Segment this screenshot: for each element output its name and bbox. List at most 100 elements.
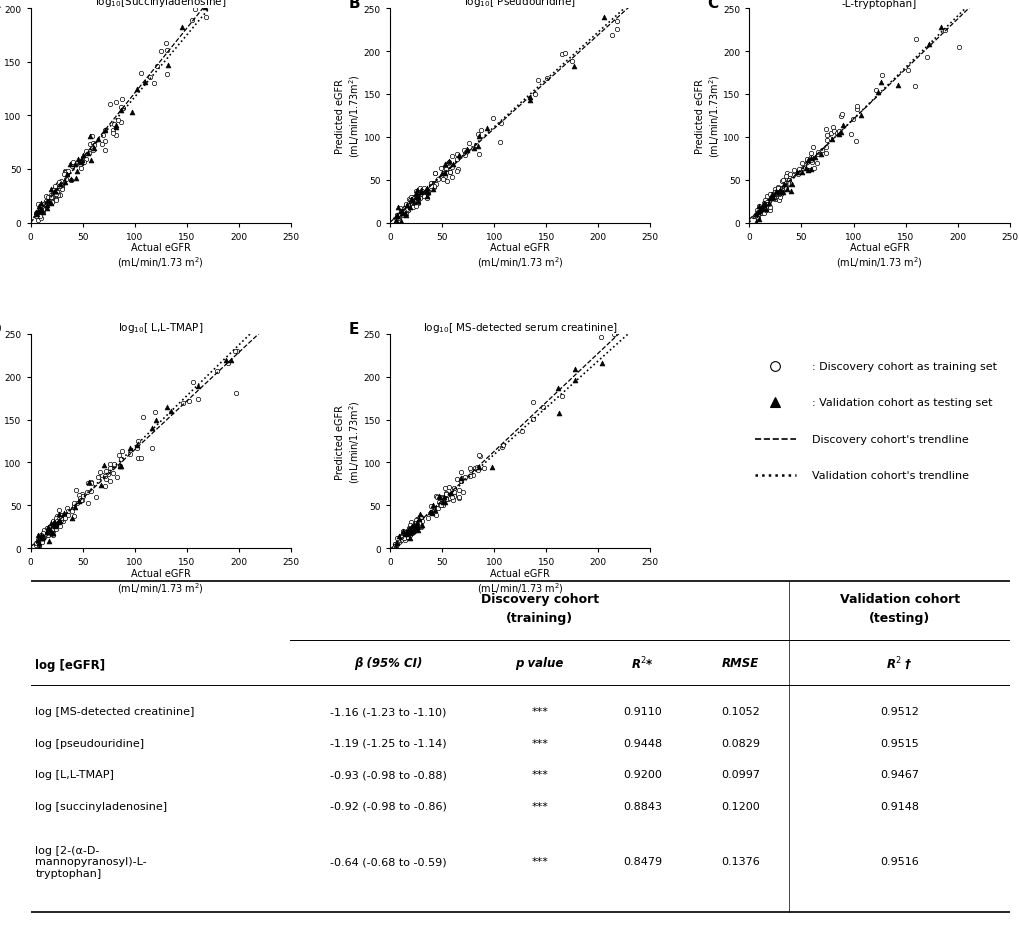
Point — [403, 522, 419, 536]
Point — [448, 148, 465, 162]
Point — [397, 199, 414, 213]
Text: -1.19 (-1.25 to -1.14): -1.19 (-1.25 to -1.14) — [329, 738, 446, 748]
Point — [48, 193, 64, 208]
Point — [387, 537, 404, 552]
Point — [46, 516, 62, 531]
Point — [553, 47, 570, 62]
Point — [445, 489, 462, 504]
Point — [799, 163, 815, 178]
Point — [174, 396, 191, 411]
Point — [767, 186, 784, 200]
Point — [411, 512, 427, 527]
Point — [408, 516, 424, 531]
Point — [426, 181, 442, 196]
Point — [394, 205, 411, 220]
Text: -0.64 (-0.68 to -0.59): -0.64 (-0.68 to -0.59) — [329, 857, 446, 867]
Point — [494, 440, 511, 455]
Point — [462, 460, 478, 475]
Point — [436, 481, 452, 496]
Point — [761, 200, 777, 215]
Point — [85, 136, 101, 151]
Point — [153, 45, 169, 59]
Point — [410, 196, 426, 211]
Point — [419, 186, 435, 200]
Point — [112, 458, 128, 473]
Point — [93, 478, 109, 493]
Point — [47, 181, 63, 196]
Point — [828, 126, 845, 141]
Text: log [eGFR]: log [eGFR] — [36, 658, 106, 671]
Point — [41, 526, 57, 541]
Point — [33, 528, 49, 543]
Point — [605, 328, 622, 342]
Point — [920, 38, 936, 53]
Point — [816, 122, 833, 137]
Text: p value: p value — [515, 656, 564, 669]
Point — [39, 524, 55, 539]
Point — [435, 494, 451, 509]
Point — [413, 185, 429, 200]
Point — [227, 386, 244, 401]
Point — [491, 135, 507, 150]
Point — [47, 519, 63, 534]
Point — [44, 522, 60, 537]
Point — [30, 213, 46, 228]
Point — [748, 204, 764, 219]
Point — [395, 207, 412, 222]
Point — [873, 68, 890, 83]
Point — [400, 192, 417, 207]
Point — [401, 193, 418, 208]
Point — [438, 174, 454, 189]
Point — [522, 94, 538, 109]
Point — [435, 162, 451, 177]
Point — [416, 182, 432, 197]
X-axis label: Actual eGFR
(mL/min/1.73 m$^2$): Actual eGFR (mL/min/1.73 m$^2$) — [836, 243, 922, 270]
Point — [50, 188, 66, 203]
Point — [97, 123, 113, 138]
Point — [427, 489, 443, 504]
Point — [889, 78, 905, 93]
Point — [34, 533, 50, 548]
Point — [761, 191, 777, 206]
Point — [160, 58, 176, 73]
Point — [36, 204, 52, 219]
Text: (training): (training) — [505, 612, 573, 625]
Point — [514, 424, 530, 439]
Point — [392, 531, 409, 546]
Point — [412, 516, 428, 531]
Point — [403, 196, 419, 211]
Point — [41, 190, 57, 205]
Point — [767, 184, 784, 199]
Point — [47, 189, 63, 204]
Point — [401, 525, 418, 540]
Point — [549, 380, 566, 395]
Point — [450, 491, 467, 506]
Point — [425, 178, 441, 193]
Point — [34, 199, 50, 213]
Point — [409, 522, 425, 537]
Point — [395, 206, 412, 221]
Point — [34, 529, 50, 544]
Point — [847, 134, 863, 148]
Point — [399, 527, 416, 542]
Text: -0.92 (-0.98 to -0.86): -0.92 (-0.98 to -0.86) — [329, 801, 446, 811]
Point — [51, 518, 67, 533]
Text: 0.0829: 0.0829 — [720, 738, 759, 748]
Point — [54, 509, 70, 523]
Point — [411, 513, 427, 528]
Point — [44, 522, 60, 537]
Point — [28, 538, 44, 553]
Text: RMSE: RMSE — [721, 656, 758, 669]
Point — [433, 490, 449, 505]
Point — [48, 522, 64, 537]
Text: 0.9110: 0.9110 — [623, 707, 661, 716]
Point — [768, 191, 785, 206]
Point — [198, 10, 214, 25]
Point — [128, 439, 145, 454]
Point — [85, 143, 101, 158]
Point — [429, 501, 445, 516]
Text: log [MS-detected creatinine]: log [MS-detected creatinine] — [36, 707, 195, 716]
Point — [412, 507, 428, 522]
Point — [449, 472, 466, 487]
Point — [83, 153, 99, 168]
